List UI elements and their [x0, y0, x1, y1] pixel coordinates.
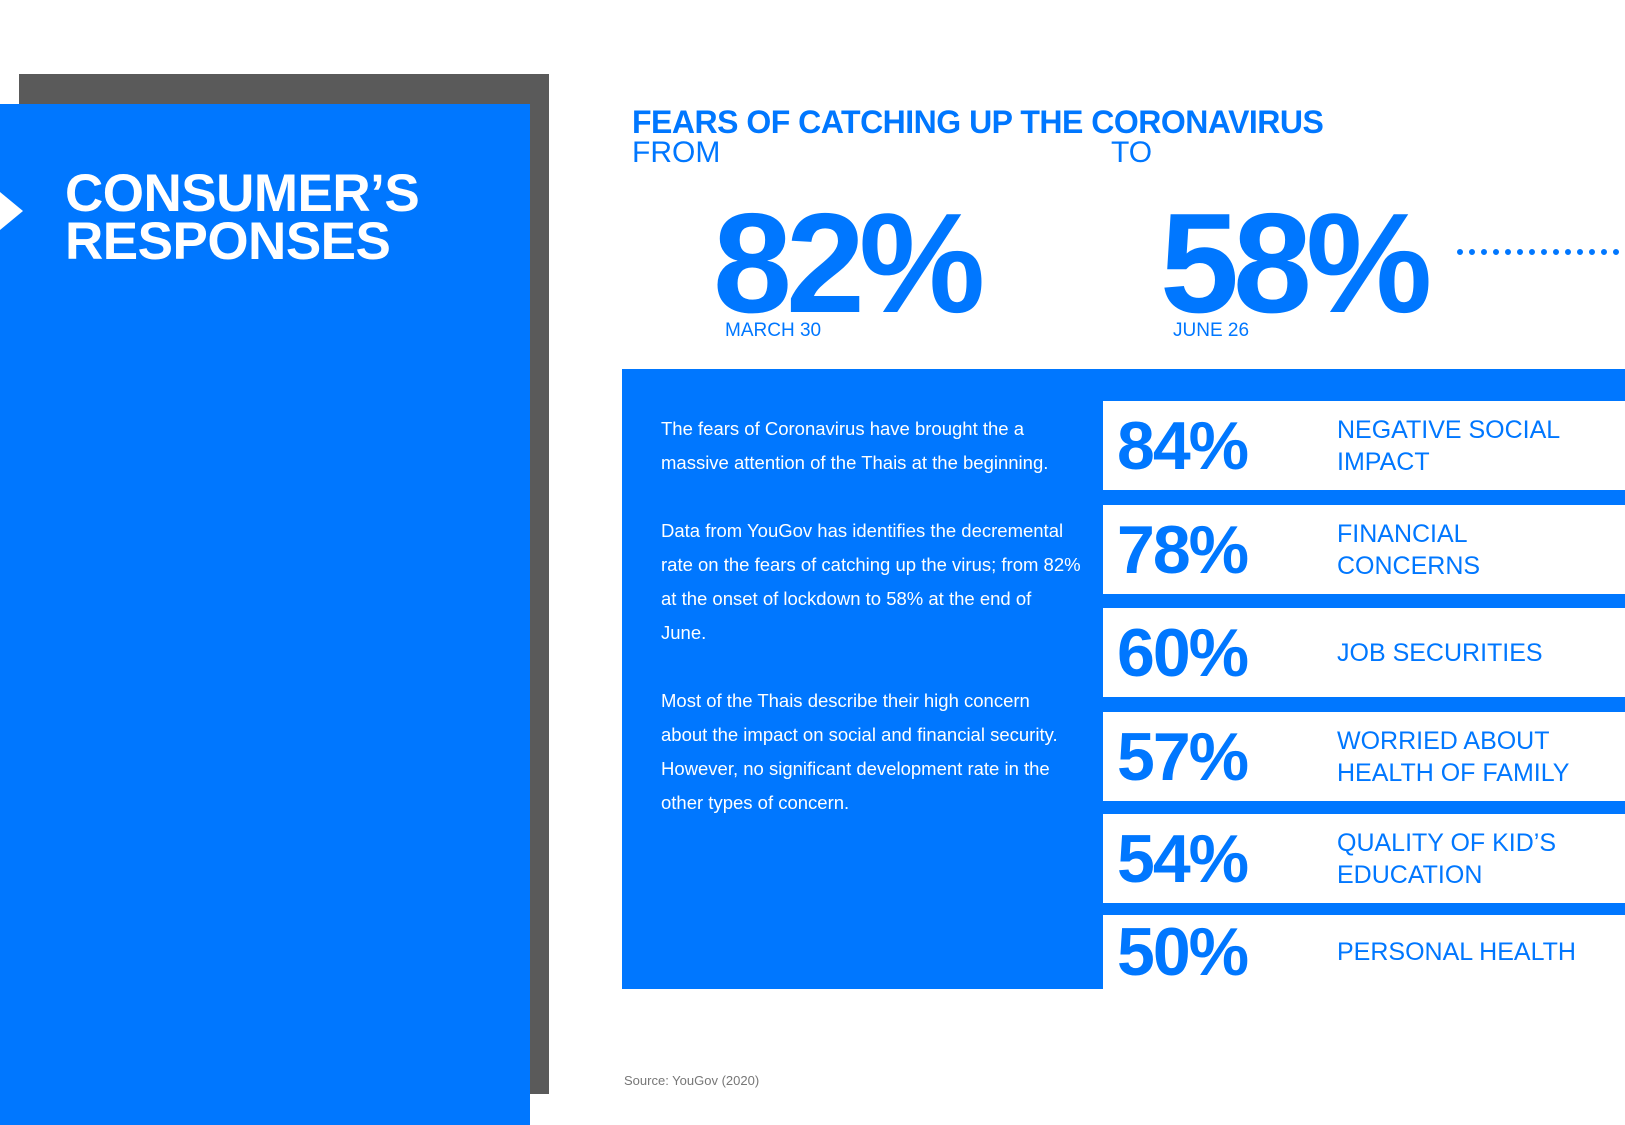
from-label: FROM — [632, 136, 721, 169]
stat-row: 50% PERSONAL HEALTH — [1103, 914, 1625, 990]
stat-value: 50% — [1117, 914, 1249, 990]
paragraph: Most of the Thais describe their high co… — [661, 690, 1058, 813]
stat-label: QUALITY OF KID’S EDUCATION — [1337, 828, 1557, 889]
title-line: CONSUMER’S — [65, 164, 420, 223]
from-value: 82% — [713, 184, 985, 343]
stat-row: 60% JOB SECURITIES — [1103, 608, 1625, 697]
stat-label: NEGATIVE SOCIAL IMPACT — [1337, 415, 1560, 476]
source: Source: YouGov (2020) — [624, 1073, 760, 1088]
paragraph: Data from YouGov has identifies the decr… — [661, 520, 1081, 643]
stat-label: FINANCIAL CONCERNS — [1337, 519, 1481, 580]
paragraphs: The fears of Coronavirus have brought th… — [661, 412, 1081, 854]
to-date: JUNE 26 — [1173, 320, 1250, 341]
stat-value: 54% — [1117, 820, 1249, 897]
side-panel — [0, 104, 530, 1125]
stat-label: PERSONAL HEALTH — [1337, 938, 1576, 966]
stat-value: 84% — [1117, 407, 1249, 484]
to-label: TO — [1111, 136, 1153, 169]
to-value: 58% — [1160, 184, 1432, 343]
stat-row: 57% WORRIED ABOUT HEALTH OF FAMILY — [1103, 712, 1625, 801]
marker — [0, 192, 23, 230]
dotted-line — [1457, 249, 1625, 255]
stat-row: 54% QUALITY OF KID’S EDUCATION — [1103, 814, 1625, 903]
title-line: RESPONSES — [65, 212, 391, 271]
from-date: MARCH 30 — [725, 320, 822, 341]
stat-label: JOB SECURITIES — [1337, 638, 1543, 667]
stat-row: 84% NEGATIVE SOCIAL IMPACT — [1103, 401, 1625, 490]
section-title: CONSUMER’S RESPONSES — [65, 164, 420, 271]
stat-value: 60% — [1117, 614, 1249, 691]
stat-label: WORRIED ABOUT HEALTH OF FAMILY — [1337, 726, 1570, 787]
paragraph: The fears of Coronavirus have brought th… — [661, 418, 1049, 473]
stat-row: 78% FINANCIAL CONCERNS — [1103, 505, 1625, 594]
stat-value: 78% — [1117, 511, 1249, 588]
heading: FEARS OF CATCHING UP THE CORONAVIRUS — [632, 104, 1324, 140]
stat-value: 57% — [1117, 718, 1249, 795]
